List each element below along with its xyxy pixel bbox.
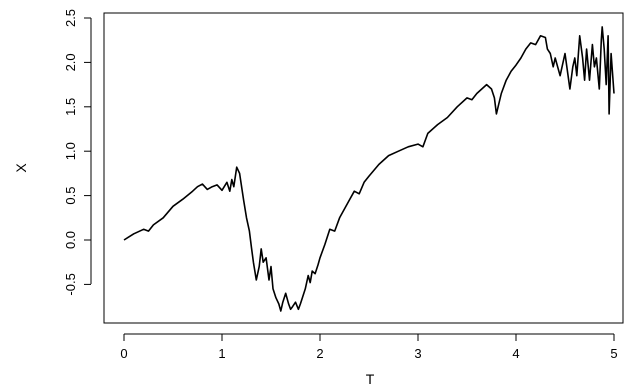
- y-tick-label: -0.5: [63, 273, 78, 295]
- x-tick-label: 3: [414, 346, 421, 361]
- y-tick-label: 0.5: [63, 187, 78, 205]
- x-axis-title: T: [366, 371, 375, 387]
- x-tick-label: 4: [512, 346, 519, 361]
- y-ticks: -0.5 0.0 0.5 1.0 1.5 2.0 2.5: [63, 9, 91, 296]
- x-tick-label: 0: [120, 346, 127, 361]
- y-tick-label: 2.5: [63, 9, 78, 27]
- y-tick-label: 0.0: [63, 231, 78, 249]
- x-tick-label: 1: [218, 346, 225, 361]
- x-tick-label: 5: [610, 346, 617, 361]
- y-tick-label: 1.5: [63, 98, 78, 116]
- y-tick-label: 1.0: [63, 142, 78, 160]
- y-axis-title: X: [13, 163, 29, 173]
- x-ticks: 0 1 2 3 4 5: [120, 334, 618, 361]
- series-line: [123, 26, 615, 312]
- y-tick-label: 2.0: [63, 53, 78, 71]
- plot-frame: [103, 12, 624, 324]
- x-tick-label: 2: [316, 346, 323, 361]
